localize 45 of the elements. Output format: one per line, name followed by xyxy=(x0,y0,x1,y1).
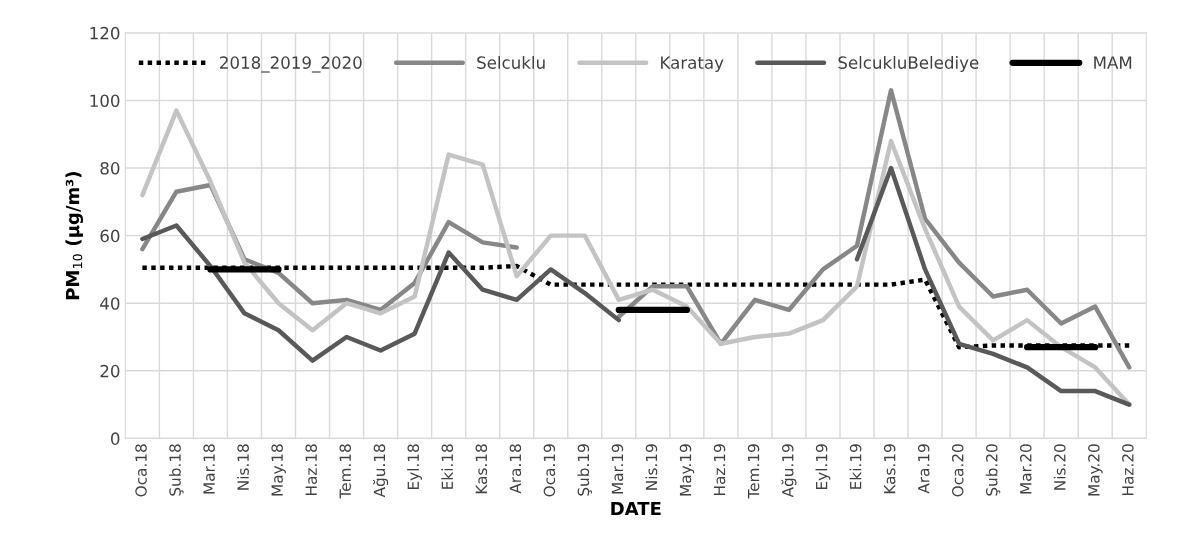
x-tick-label: Mar.18 xyxy=(203,444,215,494)
x-tick-label: Tem.19 xyxy=(747,444,760,499)
x-tick-label: Nis.18 xyxy=(237,444,249,490)
legend-label: MAM xyxy=(1094,56,1132,69)
x-tick-label: Kas.18 xyxy=(475,444,488,494)
x-tick-label: Haz.20 xyxy=(1122,444,1134,495)
x-tick-label: May.19 xyxy=(679,444,695,496)
y-tick-label: 20 xyxy=(100,364,120,378)
x-tick-label: Şub.18 xyxy=(169,444,184,496)
x-tick-label: Nis.19 xyxy=(645,444,658,490)
x-tick-label: May.18 xyxy=(271,444,286,496)
x-tick-label: Şub.19 xyxy=(577,444,592,496)
x-tick-label: Ağu.18 xyxy=(373,444,389,498)
x-tick-label: Oca.20 xyxy=(951,444,964,497)
legend-label: Selcuklu xyxy=(477,55,545,69)
y-tick-label: 40 xyxy=(100,297,120,310)
legend-label: SelcukluBelediye xyxy=(838,55,979,73)
x-tick-label: Eyl.19 xyxy=(815,444,831,489)
x-tick-label: Şub.20 xyxy=(985,444,1001,496)
x-tick-label: Haz.19 xyxy=(713,444,726,495)
x-tick-label: Kas.19 xyxy=(883,444,896,494)
x-tick-label: Ağu.19 xyxy=(781,444,797,498)
y-axis-title: PM$_{10}$ (µg/m³) xyxy=(65,172,84,300)
x-tick-label: Ara.19 xyxy=(917,444,930,494)
y-tick-label: 120 xyxy=(90,26,120,40)
x-tick-label: Oca.19 xyxy=(543,444,556,497)
x-tick-label: Ara.18 xyxy=(509,444,522,494)
y-tick-label: 80 xyxy=(100,162,120,175)
y-tick-label: 100 xyxy=(90,94,120,108)
y-tick-label: 60 xyxy=(100,229,120,243)
legend-label: 2018_2019_2020 xyxy=(220,56,362,73)
x-tick-label: Haz.18 xyxy=(305,444,317,495)
x-tick-label: Eki.18 xyxy=(441,444,454,489)
x-tick-label: Mar.19 xyxy=(611,444,624,494)
x-tick-label: Eki.19 xyxy=(849,444,862,489)
x-tick-label: May.20 xyxy=(1088,444,1103,496)
x-tick-label: Nis.20 xyxy=(1053,444,1066,490)
x-tick-label: Oca.18 xyxy=(135,444,147,497)
line-series xyxy=(140,108,1132,407)
x-tick-label: Eyl.18 xyxy=(407,444,423,489)
x-axis-title: DATE xyxy=(611,501,661,516)
x-tick-label: Tem.18 xyxy=(339,444,351,499)
x-tick-label: Mar.20 xyxy=(1020,444,1032,494)
legend-label: Karatay xyxy=(661,56,724,73)
y-tick-label: 0 xyxy=(111,432,120,445)
